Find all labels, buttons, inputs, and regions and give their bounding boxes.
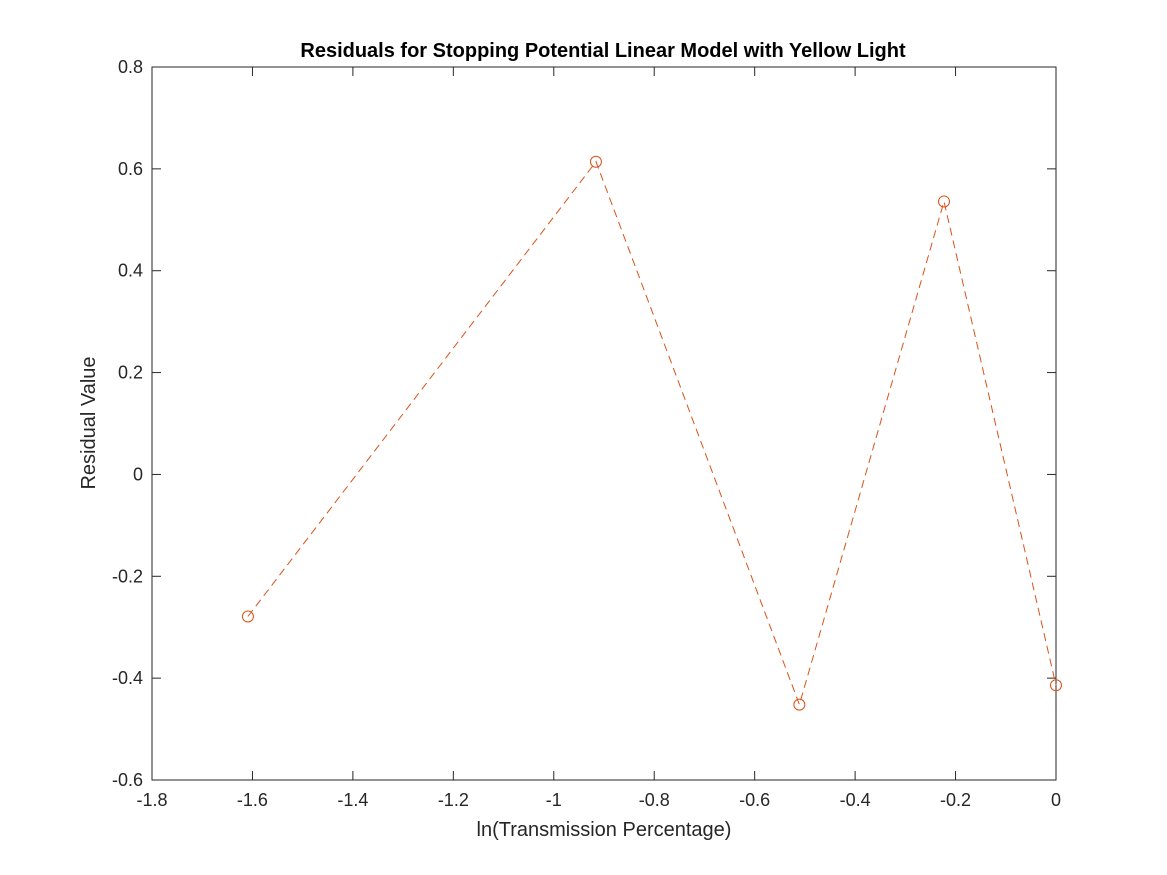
residual-series-line [247, 160, 1057, 707]
x-tick-label: -1.6 [237, 790, 268, 810]
y-tick-label: -0.6 [112, 770, 143, 790]
x-tick-label: -1.8 [136, 790, 167, 810]
y-tick-label: -0.4 [112, 668, 143, 688]
y-ticks: -0.6 -0.4 -0.2 0 0.2 0.4 0.6 0.8 [112, 57, 1056, 790]
x-ticks: -1.8 -1.6 -1.4 -1.2 -1 -0.8 -0.6 -0.4 -0.2 0 [136, 67, 1061, 810]
x-tick-label: -0.2 [940, 790, 971, 810]
y-tick-label: 0.6 [118, 159, 143, 179]
x-tick-label: -1 [546, 790, 562, 810]
x-tick-label: -0.6 [739, 790, 770, 810]
y-tick-label: -0.2 [112, 566, 143, 586]
residual-point [1050, 679, 1062, 692]
y-tick-label: 0.4 [118, 261, 143, 281]
x-tick-label: -1.2 [438, 790, 469, 810]
residual-point [938, 195, 951, 208]
x-tick-label: 0 [1051, 790, 1061, 810]
x-axis-label: ln(Transmission Percentage) [477, 819, 732, 841]
x-tick-label: -0.8 [639, 790, 670, 810]
y-tick-label: 0.8 [118, 57, 143, 77]
x-tick-label: -0.4 [840, 790, 871, 810]
residual-point [241, 610, 254, 623]
chart-title: Residuals for Stopping Potential Linear … [300, 40, 906, 62]
plot-area [151, 66, 1057, 781]
residual-point [589, 155, 602, 168]
series-group [241, 155, 1062, 711]
residual-point [793, 698, 806, 711]
y-tick-label: 0.2 [118, 363, 143, 383]
y-tick-label: 0 [133, 464, 143, 484]
y-axis-label: Residual Value [78, 356, 100, 489]
x-tick-label: -1.4 [337, 790, 368, 810]
